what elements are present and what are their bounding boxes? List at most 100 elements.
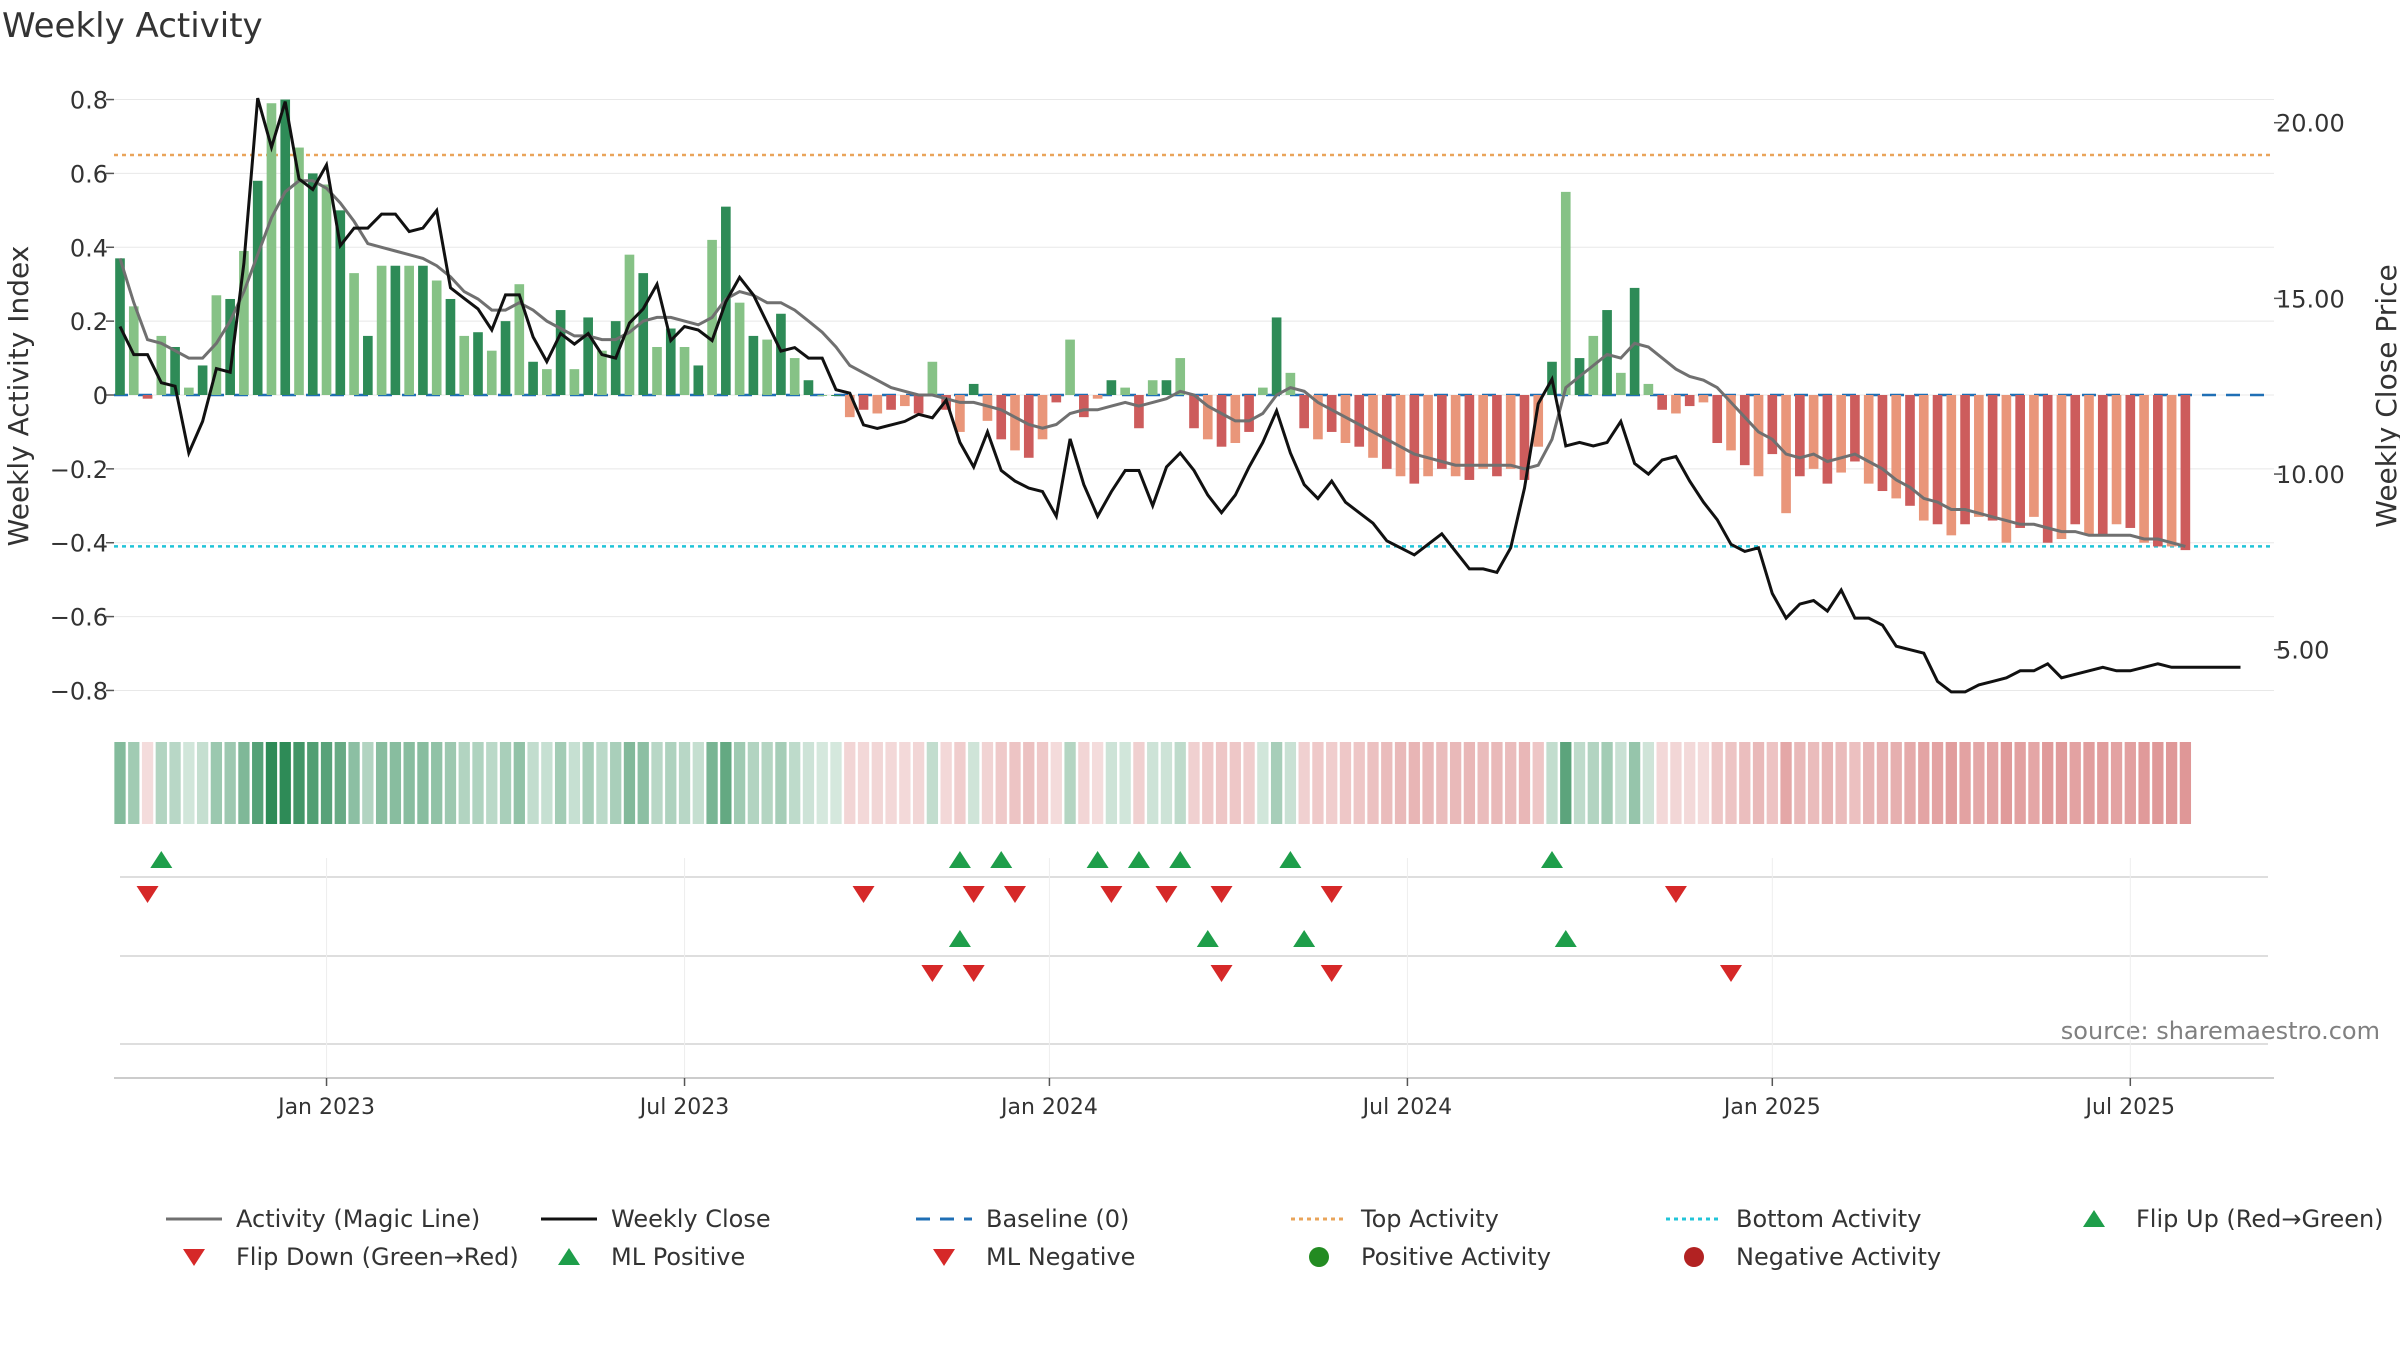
activity-bar xyxy=(404,265,414,395)
heat-strip-cell xyxy=(1270,742,1283,824)
activity-bar xyxy=(1850,395,1860,462)
heat-strip-cell xyxy=(1849,742,1861,824)
chart-legend: Activity (Magic Line) Weekly Close Baselin… xyxy=(160,1205,2400,1285)
heat-strip-cell xyxy=(444,742,457,824)
x-tick-label: Jan 2024 xyxy=(999,1095,1098,1120)
activity-bar xyxy=(831,395,841,396)
activity-bar xyxy=(1932,395,1943,525)
heat-strip-cell xyxy=(1601,742,1613,824)
heat-strip-cell xyxy=(568,742,581,824)
activity-bar xyxy=(1244,395,1254,432)
heat-strip-cell xyxy=(981,742,994,824)
heat-strip-cell xyxy=(499,742,512,824)
y-tick-label: 0.2 xyxy=(70,308,108,336)
activity-bar xyxy=(418,265,428,395)
activity-bar xyxy=(1987,395,1998,521)
heat-strip-cell xyxy=(1959,742,1971,824)
marker-triangle-up xyxy=(1554,930,1577,947)
activity-bar xyxy=(597,350,607,395)
heat-strip-cell xyxy=(1078,742,1090,824)
y-tick-label: 0 xyxy=(93,382,108,410)
heat-strip-cell xyxy=(1876,742,1889,824)
heat-strip-cell xyxy=(2028,742,2040,824)
heat-strip-cell xyxy=(2097,742,2109,824)
activity-bar xyxy=(1808,395,1819,469)
activity-bar xyxy=(1877,395,1888,492)
y-tick-label: 0.4 xyxy=(70,234,108,262)
activity-bar xyxy=(1505,395,1516,469)
legend-label: Bottom Activity xyxy=(1736,1205,1922,1233)
heat-strip-cell xyxy=(320,742,333,824)
legend-item: Baseline (0) xyxy=(910,1205,1129,1233)
heat-strip-cell xyxy=(871,742,883,824)
activity-bar xyxy=(1161,380,1172,395)
heat-strip-cell xyxy=(1752,742,1765,824)
activity-bar xyxy=(266,103,277,395)
activity-bar xyxy=(156,335,167,395)
heat-strip-cell xyxy=(2042,742,2054,824)
heat-strip-cell xyxy=(1863,742,1875,824)
y2-tick-label: 20.00 xyxy=(2276,110,2345,138)
heat-strip-cell xyxy=(1036,742,1049,824)
legend-item: Bottom Activity xyxy=(1660,1205,1921,1233)
heat-strip-cell xyxy=(844,742,856,824)
legend-item: Flip Up (Red→Green) xyxy=(2060,1205,2384,1233)
activity-bar xyxy=(280,99,291,395)
activity-bar xyxy=(955,395,965,432)
legend-item: Activity (Magic Line) xyxy=(160,1205,480,1233)
activity-bar xyxy=(307,173,318,395)
activity-bar xyxy=(2166,395,2177,547)
activity-bar xyxy=(1822,395,1833,484)
heat-strip-cell xyxy=(885,742,897,824)
activity-bar xyxy=(679,346,690,395)
activity-bar xyxy=(1726,395,1736,451)
activity-bar xyxy=(817,395,828,396)
heat-strip-cell xyxy=(348,742,360,824)
heat-strip-cell xyxy=(1215,742,1228,824)
activity-bar xyxy=(1836,395,1846,473)
heat-strip-cell xyxy=(1945,742,1957,824)
legend-label: Top Activity xyxy=(1361,1205,1499,1233)
activity-bar xyxy=(2180,395,2191,551)
heat-strip-cell xyxy=(1050,742,1062,824)
heat-strip-cell xyxy=(954,742,966,824)
activity-bar xyxy=(197,365,208,395)
heat-strip-cell xyxy=(472,742,484,824)
heat-strip-cell xyxy=(1684,742,1696,824)
heat-strip-cell xyxy=(431,742,443,824)
y-tick-label: 0.8 xyxy=(70,87,108,115)
heat-strip-cell xyxy=(375,742,388,824)
activity-bar xyxy=(748,335,759,395)
heat-strip-cell xyxy=(1546,742,1558,824)
heat-strip-cell xyxy=(2083,742,2095,824)
activity-bar xyxy=(1519,395,1530,480)
marker-triangle-up xyxy=(1086,851,1109,868)
y-tick-label: −0.8 xyxy=(50,677,108,705)
y2-axis-label: Weekly Close Price xyxy=(2370,264,2400,527)
heat-strip-cell xyxy=(1973,742,1985,824)
activity-bar xyxy=(349,273,359,395)
activity-bar xyxy=(2139,395,2149,543)
heat-strip-cell xyxy=(1560,742,1572,824)
heat-strip-cell xyxy=(706,742,718,824)
activity-bar xyxy=(1354,395,1365,447)
heat-strip-cell xyxy=(1518,742,1531,824)
heat-strip-cell xyxy=(1160,742,1173,824)
activity-bar xyxy=(1175,358,1186,395)
heat-strip-cell xyxy=(1532,742,1544,824)
activity-bar xyxy=(294,147,304,395)
heat-strip-cell xyxy=(1918,742,1930,824)
legend-swatch xyxy=(1684,1247,1704,1267)
heat-strip-cell xyxy=(252,742,264,824)
activity-bar xyxy=(2125,395,2136,528)
heat-strip-cell xyxy=(1477,742,1489,824)
activity-bar xyxy=(1795,395,1805,477)
legend-item: Negative Activity xyxy=(1660,1243,1941,1271)
activity-bar xyxy=(1629,287,1640,395)
heat-strip-cell xyxy=(141,742,154,824)
marker-triangle-up xyxy=(1196,930,1219,947)
heat-strip-cell xyxy=(747,742,760,824)
heat-strip-cell xyxy=(417,742,429,824)
marker-triangle-down xyxy=(1664,886,1687,903)
activity-bar xyxy=(1106,380,1117,395)
